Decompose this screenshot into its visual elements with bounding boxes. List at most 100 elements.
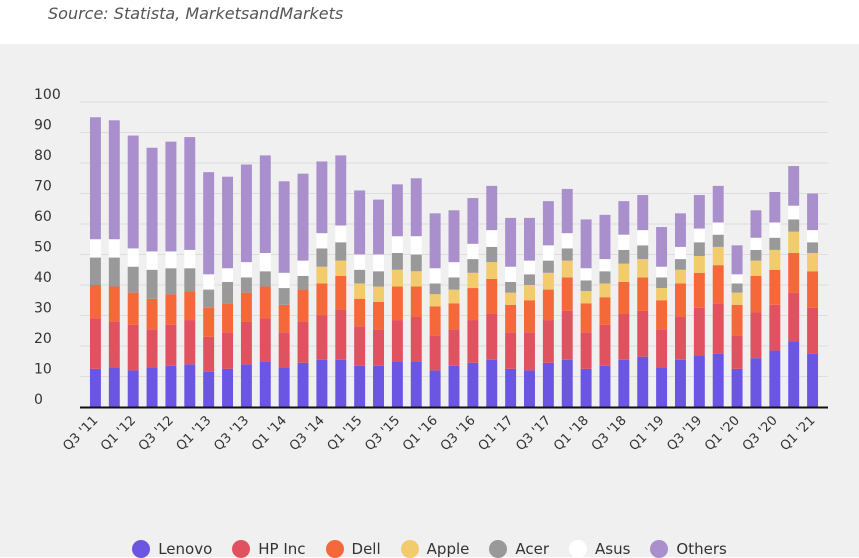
bar-segment-acer (316, 248, 328, 267)
legend-item-asus[interactable]: Asus (569, 540, 630, 558)
bar-segment-others (184, 137, 196, 250)
bar-segment-lenovo (618, 359, 630, 407)
bar-segment-asus (712, 222, 724, 235)
bar-segment-asus (656, 266, 668, 278)
bar-segment-others (240, 164, 252, 263)
bar-segment-acer (146, 269, 158, 299)
bar-segment-acer (89, 257, 101, 285)
bar-segment-others (580, 219, 592, 269)
bar-segment-acer (203, 289, 215, 308)
bar-segment-others (637, 195, 649, 231)
bar-segment-dell (165, 294, 177, 325)
bar-segment-apple (542, 272, 554, 290)
bar-segment-hp-inc (542, 320, 554, 363)
bar-segment-lenovo (410, 361, 422, 407)
bar-segment-others (788, 166, 800, 206)
bar-segment-asus (750, 237, 762, 250)
bar-segment-acer (259, 271, 271, 287)
legend-item-acer[interactable]: Acer (489, 540, 549, 558)
bar-segment-acer (524, 274, 535, 285)
bar-segment-others (712, 185, 724, 223)
bar-segment-asus (297, 260, 309, 276)
bar-segment-asus (259, 252, 271, 272)
bar-segment-lenovo (259, 361, 271, 407)
bar-segment-hp-inc (750, 312, 762, 359)
bar-segment-asus (731, 274, 743, 284)
bar-segment-hp-inc (674, 317, 686, 360)
bar-segment-acer (278, 288, 290, 305)
bar-segment-apple (618, 263, 630, 282)
bar-segment-dell (297, 289, 309, 322)
bar-segment-asus (448, 262, 460, 278)
bar-segment-lenovo (240, 364, 252, 407)
bar-segment-dell (618, 281, 630, 314)
bar-segment-asus (580, 268, 592, 281)
bar-segment-lenovo (542, 362, 554, 407)
bar-segment-hp-inc (278, 332, 290, 368)
y-tick-label: 50 (34, 240, 52, 256)
bar-segment-apple (750, 260, 762, 276)
bar-segment-asus (165, 251, 177, 269)
bar-segment-dell (524, 300, 535, 333)
bar-segment-others (259, 155, 271, 253)
bar-segment-lenovo (656, 367, 668, 407)
bar-segment-hp-inc (467, 320, 479, 363)
bar-segment-lenovo (486, 359, 498, 407)
bar-segment-asus (524, 260, 535, 275)
bar-segment-lenovo (354, 365, 366, 407)
bar-segment-others (505, 217, 517, 267)
bar-segment-dell (788, 252, 800, 293)
bar-segment-dell (674, 283, 686, 318)
x-tick-label: Q3 '20 (740, 413, 781, 454)
bar-segment-hp-inc (316, 315, 328, 360)
bar-segment-dell (467, 288, 479, 321)
x-tick-label: Q1 '16 (400, 413, 441, 454)
chart-panel: 0 10 20 30 40 50 60 70 80 90 100 Q3 '11 Q1 '12 Q3 '1… (0, 44, 859, 558)
bar-segment-asus (674, 246, 686, 260)
bar-segment-lenovo (222, 368, 234, 408)
bar-segment-dell (599, 297, 611, 325)
y-tick-label: 90 (34, 118, 52, 134)
legend-item-apple[interactable]: Apple (400, 540, 469, 558)
legend-item-dell[interactable]: Dell (325, 540, 381, 558)
bar-segment-dell (354, 298, 366, 327)
bar-segment-asus (542, 245, 554, 261)
bar-segment-acer (335, 242, 347, 261)
bar-segment-hp-inc (203, 336, 215, 372)
bar-segment-others (448, 210, 460, 263)
bar-segment-others (561, 188, 573, 234)
bar-segment-lenovo (674, 359, 686, 407)
x-tick-label: Q1 '21 (778, 413, 819, 454)
legend-label: Others (676, 540, 727, 558)
bar-segment-acer (618, 249, 630, 264)
bar-segment-lenovo (429, 370, 441, 407)
legend-item-others[interactable]: Others (650, 540, 727, 558)
bar-segment-apple (524, 285, 535, 301)
legend-item-hp-inc[interactable]: HP Inc (232, 540, 306, 558)
bar-segment-lenovo (637, 356, 649, 407)
bar-segment-hp-inc (637, 310, 649, 357)
bar-segment-apple (486, 262, 498, 279)
x-tick-label: Q3 '11 (60, 413, 101, 454)
bar-segment-acer (656, 277, 668, 289)
legend-swatch (650, 540, 669, 558)
bar-segment-acer (448, 277, 460, 290)
bar-segment-apple (731, 292, 743, 305)
legend-item-lenovo[interactable]: Lenovo (132, 540, 212, 558)
bar-segment-dell (731, 304, 743, 336)
bar-segment-acer (637, 245, 649, 260)
bar-segment-apple (316, 266, 328, 284)
bar-segment-hp-inc (240, 321, 252, 365)
bar-segment-dell (712, 265, 724, 304)
y-tick-label: 0 (34, 392, 43, 408)
bar-segment-lenovo (448, 365, 460, 407)
bar-segment-hp-inc (165, 324, 177, 366)
bar-segment-hp-inc (731, 335, 743, 369)
bar-segment-asus (335, 225, 347, 243)
bar-segment-acer (410, 254, 422, 272)
bar-segment-lenovo (467, 362, 479, 407)
bar-segment-hp-inc (373, 329, 384, 366)
bar-segment-apple (656, 288, 668, 301)
bar-segment-acer (693, 242, 705, 257)
bar-segment-asus (637, 230, 649, 246)
